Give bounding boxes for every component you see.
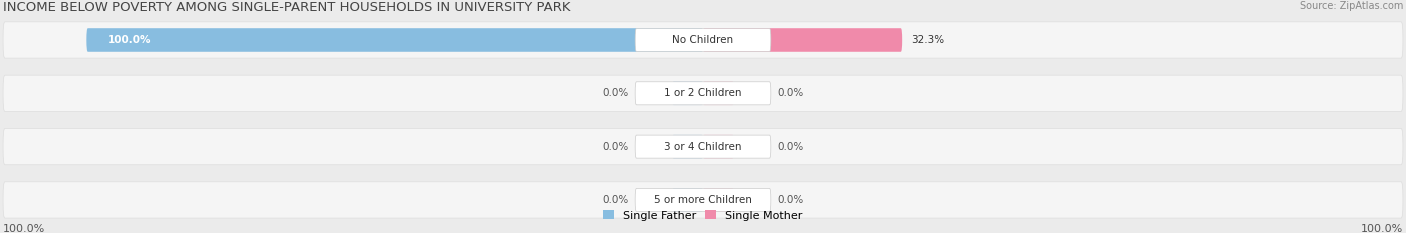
FancyBboxPatch shape bbox=[86, 28, 703, 52]
FancyBboxPatch shape bbox=[703, 188, 734, 212]
Text: 5 or more Children: 5 or more Children bbox=[654, 195, 752, 205]
FancyBboxPatch shape bbox=[3, 182, 1403, 218]
Text: 3 or 4 Children: 3 or 4 Children bbox=[664, 142, 742, 152]
Text: 0.0%: 0.0% bbox=[778, 195, 803, 205]
Text: 0.0%: 0.0% bbox=[603, 88, 628, 98]
FancyBboxPatch shape bbox=[703, 135, 734, 158]
Text: 1 or 2 Children: 1 or 2 Children bbox=[664, 88, 742, 98]
Text: 100.0%: 100.0% bbox=[108, 35, 152, 45]
FancyBboxPatch shape bbox=[703, 28, 903, 52]
Text: 0.0%: 0.0% bbox=[603, 195, 628, 205]
Text: 32.3%: 32.3% bbox=[911, 35, 945, 45]
FancyBboxPatch shape bbox=[3, 75, 1403, 111]
Text: INCOME BELOW POVERTY AMONG SINGLE-PARENT HOUSEHOLDS IN UNIVERSITY PARK: INCOME BELOW POVERTY AMONG SINGLE-PARENT… bbox=[3, 1, 571, 14]
FancyBboxPatch shape bbox=[672, 188, 703, 212]
FancyBboxPatch shape bbox=[672, 135, 703, 158]
Text: 0.0%: 0.0% bbox=[778, 142, 803, 152]
FancyBboxPatch shape bbox=[3, 22, 1403, 58]
Legend: Single Father, Single Mother: Single Father, Single Mother bbox=[599, 206, 807, 225]
FancyBboxPatch shape bbox=[636, 135, 770, 158]
FancyBboxPatch shape bbox=[703, 82, 734, 105]
FancyBboxPatch shape bbox=[636, 188, 770, 212]
Text: Source: ZipAtlas.com: Source: ZipAtlas.com bbox=[1299, 1, 1403, 11]
Text: 100.0%: 100.0% bbox=[3, 224, 45, 233]
Text: 0.0%: 0.0% bbox=[778, 88, 803, 98]
FancyBboxPatch shape bbox=[636, 28, 770, 51]
Text: No Children: No Children bbox=[672, 35, 734, 45]
Text: 100.0%: 100.0% bbox=[1361, 224, 1403, 233]
FancyBboxPatch shape bbox=[636, 82, 770, 105]
FancyBboxPatch shape bbox=[3, 128, 1403, 165]
Text: 0.0%: 0.0% bbox=[603, 142, 628, 152]
FancyBboxPatch shape bbox=[672, 82, 703, 105]
